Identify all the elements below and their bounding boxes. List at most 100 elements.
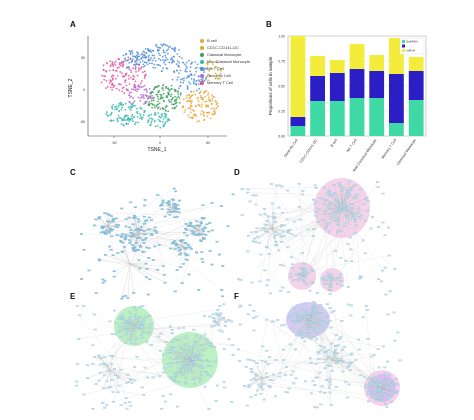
network-node: [185, 353, 188, 354]
network-node: [336, 224, 339, 225]
tsne-point: [203, 115, 205, 117]
network-node: [116, 227, 119, 228]
network-node: [135, 242, 138, 243]
network-node: [247, 314, 250, 315]
network-node: [218, 330, 221, 331]
tsne-point: [143, 114, 145, 116]
network-node: [292, 371, 295, 372]
network-node: [95, 219, 98, 220]
tsne-point: [191, 74, 193, 76]
bar-segment: [369, 55, 384, 71]
legend-swatch: [200, 67, 204, 71]
network-node: [238, 360, 241, 361]
network-node: [184, 248, 187, 249]
network-node: [206, 224, 209, 225]
network-node: [346, 222, 349, 223]
tsne-point: [150, 51, 152, 53]
network-node: [393, 312, 396, 313]
network-node: [200, 378, 203, 379]
network-node: [186, 357, 189, 358]
network-node: [124, 236, 127, 237]
network-node: [339, 257, 342, 258]
tsne-point: [120, 63, 122, 65]
network-node: [117, 252, 120, 253]
network-node: [327, 279, 330, 280]
network-node: [382, 393, 385, 394]
network-node: [273, 213, 276, 214]
tsne-point: [142, 64, 144, 66]
network-node: [312, 282, 315, 283]
tsne-point: [160, 59, 162, 61]
network-edge: [105, 213, 170, 215]
network-node: [247, 189, 250, 190]
network-node: [299, 312, 302, 313]
tsne-point: [159, 127, 161, 129]
network-node: [331, 370, 334, 371]
network-node: [354, 219, 357, 220]
y-tick-label: 0: [83, 88, 85, 92]
tsne-point: [187, 88, 189, 90]
tsne-point: [152, 50, 154, 52]
network-node: [210, 344, 213, 345]
network-node: [153, 230, 156, 231]
network-node: [378, 388, 381, 389]
network-node: [320, 311, 323, 312]
network-node: [195, 378, 198, 379]
tsne-point: [153, 57, 155, 59]
tsne-point: [136, 90, 138, 92]
network-node: [275, 231, 278, 232]
network-node: [112, 401, 115, 402]
network-node: [325, 350, 328, 351]
network-node: [324, 228, 327, 229]
network-node: [298, 206, 301, 207]
network-node: [344, 210, 347, 211]
bar-segment: [330, 101, 345, 136]
network-node: [129, 319, 132, 320]
network-node: [102, 388, 105, 389]
network-node: [347, 367, 350, 368]
network-node: [111, 333, 114, 334]
network-node: [348, 363, 351, 364]
tsne-point: [156, 104, 158, 106]
legend-item: B cell: [200, 38, 217, 43]
network-node: [163, 274, 166, 275]
network-node: [130, 379, 133, 380]
network-node: [342, 361, 345, 362]
network-node: [378, 385, 381, 386]
network-node: [129, 316, 132, 317]
network-node: [335, 217, 338, 218]
network-node: [363, 204, 366, 205]
network-node: [264, 361, 267, 362]
network-node: [319, 372, 322, 373]
tsne-point: [130, 109, 132, 111]
network-node: [255, 204, 258, 205]
tsne-point: [146, 95, 148, 97]
network-node: [141, 239, 144, 240]
tsne-point: [123, 118, 125, 120]
tsne-point: [189, 117, 191, 119]
panel-label-b: B: [266, 20, 272, 29]
network-node: [275, 241, 278, 242]
network-node: [255, 316, 258, 317]
network-node: [201, 355, 204, 356]
network-node: [171, 378, 174, 379]
network-edge: [272, 322, 285, 376]
tsne-point: [148, 101, 150, 103]
network-edge: [265, 270, 289, 292]
network-node: [387, 314, 390, 315]
tsne-point: [117, 75, 119, 77]
network-node: [148, 217, 151, 218]
network-node: [169, 357, 172, 358]
network-node: [118, 385, 121, 386]
tsne-point: [179, 56, 181, 58]
network-node: [366, 197, 369, 198]
network-node: [339, 184, 342, 185]
network-node: [171, 341, 174, 342]
panel-e: E: [70, 290, 240, 415]
network-node: [133, 215, 136, 216]
tsne-point: [165, 64, 167, 66]
network-node: [110, 249, 113, 250]
network-node: [280, 241, 283, 242]
network-node: [382, 398, 385, 399]
network-node: [331, 312, 334, 313]
